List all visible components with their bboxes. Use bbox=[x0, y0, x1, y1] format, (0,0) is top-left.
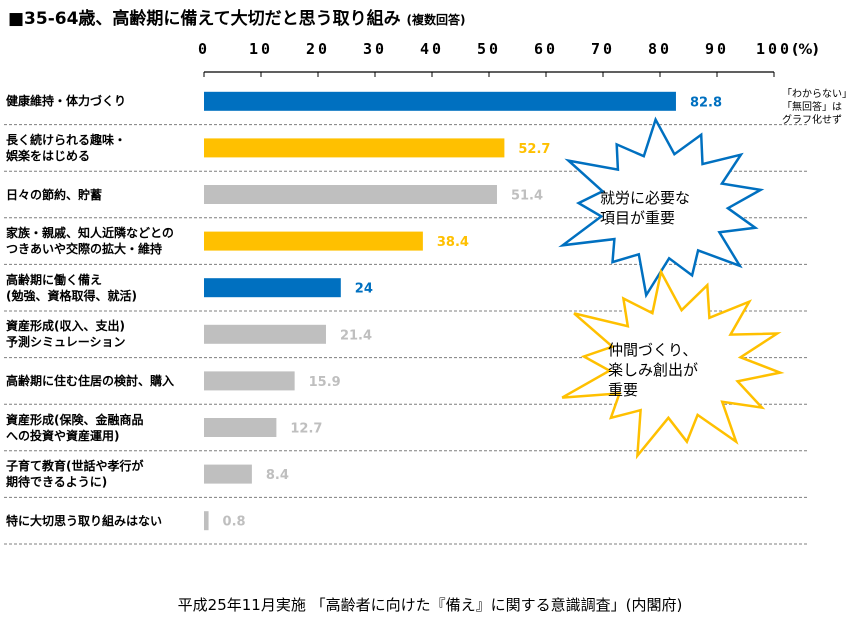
x-tick-label: 80 bbox=[648, 40, 672, 58]
callout-employment-burst bbox=[558, 116, 765, 299]
bars bbox=[204, 91, 676, 531]
category-label: 高齢期に働く備え (勉強、資格取得、就活) bbox=[6, 272, 137, 303]
x-tick-label: 50 bbox=[477, 40, 501, 58]
value-label: 24 bbox=[355, 282, 373, 297]
x-tick-label: 0 bbox=[198, 40, 210, 58]
category-label: 子育て教育(世話や孝行が 期待できるように) bbox=[6, 459, 144, 490]
x-tick-label: 20 bbox=[306, 40, 330, 58]
value-label: 52.7 bbox=[518, 142, 550, 157]
category-label: 健康維持・体力づくり bbox=[6, 94, 127, 109]
value-label: 0.8 bbox=[223, 515, 246, 530]
category-label: 長く続けられる趣味・ 娯楽をはじめる bbox=[6, 132, 127, 163]
category-label: 資産形成(保険、金融商品 への投資や資産運用) bbox=[6, 412, 144, 443]
bar bbox=[204, 278, 341, 298]
category-label: 高齢期に住む住居の検討、購入 bbox=[6, 373, 175, 388]
x-tick-label: 90 bbox=[705, 40, 729, 58]
value-label: 21.4 bbox=[340, 328, 372, 343]
chart-title-note: (複数回答) bbox=[406, 13, 466, 27]
x-tick-label: 60 bbox=[534, 40, 558, 58]
page-title: ■35-64歳、高齢期に備えて大切だと思う取り組み (複数回答) bbox=[8, 4, 466, 29]
x-tick-label: 100 bbox=[756, 40, 792, 58]
category-label: 特に大切思う取り組みはない bbox=[6, 513, 163, 528]
bar bbox=[204, 231, 423, 251]
value-label: 8.4 bbox=[266, 468, 289, 483]
x-tick-label: 10 bbox=[249, 40, 273, 58]
chart-note: 「わからない」 「無回答」は グラフ化せず bbox=[782, 89, 852, 126]
value-label: 38.4 bbox=[437, 235, 469, 250]
x-tick-label: 30 bbox=[363, 40, 387, 58]
bar bbox=[204, 511, 209, 531]
bar bbox=[204, 138, 505, 158]
category-label: 日々の節約、貯蓄 bbox=[6, 187, 103, 202]
x-tick-label: 70 bbox=[591, 40, 615, 58]
bar bbox=[204, 371, 295, 391]
bar bbox=[204, 91, 676, 111]
callouts bbox=[558, 116, 785, 460]
source-caption: 平成25年11月実施 「高齢者に向けた『備え』に関する意識調査」(内閣府) bbox=[177, 596, 683, 614]
value-label: 15.9 bbox=[309, 375, 341, 390]
category-label: 資産形成(収入、支出) 予測シミュレーション bbox=[6, 319, 126, 350]
bar bbox=[204, 418, 277, 437]
bar bbox=[204, 464, 252, 484]
x-tick-label: 40 bbox=[420, 40, 444, 58]
value-label: 82.8 bbox=[690, 95, 722, 110]
bar bbox=[204, 324, 326, 344]
callout-employment-text: 就労に必要な 項目が重要 bbox=[600, 189, 691, 227]
value-labels: 82.8 52.7 51.4 38.4 24 21.4 15.9 12.7 8.4 0.8 bbox=[223, 95, 722, 529]
callout-friends-text: 仲間づくり、 楽しみ創出が 重要 bbox=[608, 341, 699, 399]
callout-friends-burst bbox=[561, 268, 785, 460]
x-axis-unit: (%) bbox=[792, 42, 819, 58]
category-label: 家族・親戚、知人近隣などとの つきあいや交際の拡大・維持 bbox=[6, 226, 174, 257]
chart-title: ■35-64歳、高齢期に備えて大切だと思う取り組み bbox=[8, 9, 401, 29]
value-label: 51.4 bbox=[511, 189, 543, 204]
bar bbox=[204, 185, 497, 204]
value-label: 12.7 bbox=[290, 422, 322, 437]
x-axis: 0 10 20 30 40 50 60 70 80 90 100 (%) bbox=[198, 40, 819, 77]
